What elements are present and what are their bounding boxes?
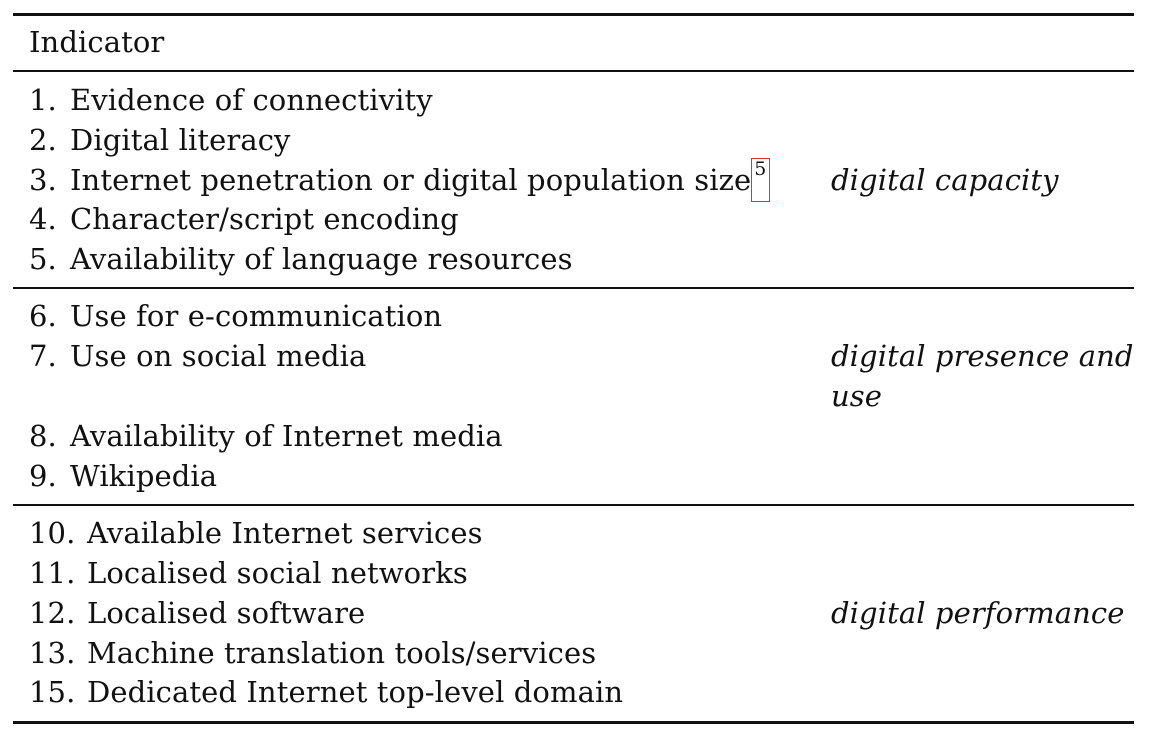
row-number: 10. bbox=[29, 516, 76, 550]
row-text: Availability of language resources bbox=[70, 242, 573, 276]
header-indicator: Indicator bbox=[29, 25, 165, 59]
group-rule bbox=[13, 287, 1134, 289]
category-label-continued: use bbox=[831, 379, 883, 413]
table-row: 13. Machine translation tools/services bbox=[29, 633, 596, 673]
table-row: 8. Availability of Internet media bbox=[29, 416, 503, 456]
row-number: 1. bbox=[29, 83, 57, 117]
row-text: Use on social media bbox=[70, 339, 367, 373]
row-number: 8. bbox=[29, 419, 57, 453]
row-number: 7. bbox=[29, 339, 57, 373]
row-text: Dedicated Internet top-level domain bbox=[87, 675, 624, 709]
row-text: Machine translation tools/services bbox=[87, 636, 597, 670]
row-text: Available Internet services bbox=[87, 516, 483, 550]
table-row: 12. Localised software bbox=[29, 593, 365, 633]
row-number: 3. bbox=[29, 163, 57, 197]
row-text: Evidence of connectivity bbox=[70, 83, 433, 117]
row-number: 11. bbox=[29, 556, 76, 590]
table-row: 6. Use for e-communication bbox=[29, 296, 442, 336]
table-row: 15. Dedicated Internet top-level domain bbox=[29, 672, 623, 712]
row-number: 13. bbox=[29, 636, 76, 670]
row-number: 5. bbox=[29, 242, 57, 276]
row-text: Wikipedia bbox=[70, 459, 218, 493]
group-rule bbox=[13, 504, 1134, 506]
table-row: 9. Wikipedia bbox=[29, 456, 217, 496]
row-text: Use for e-communication bbox=[70, 299, 443, 333]
row-text: Internet penetration or digital populati… bbox=[70, 163, 752, 197]
top-rule bbox=[13, 13, 1134, 16]
category-label: digital presence and bbox=[831, 339, 1134, 373]
row-number: 2. bbox=[29, 123, 57, 157]
table-row: 11. Localised social networks bbox=[29, 553, 468, 593]
table-row: 4. Character/script encoding bbox=[29, 199, 459, 239]
row-text: Localised social networks bbox=[87, 556, 468, 590]
row-text: Availability of Internet media bbox=[70, 419, 503, 453]
table-row: 7. Use on social media bbox=[29, 336, 366, 376]
table-row: 2. Digital literacy bbox=[29, 120, 291, 160]
row-number: 6. bbox=[29, 299, 57, 333]
table-row: 10. Available Internet services bbox=[29, 513, 483, 553]
row-text: Localised software bbox=[87, 596, 366, 630]
table-row: 5. Availability of language resources bbox=[29, 239, 573, 279]
bottom-rule bbox=[13, 721, 1134, 724]
row-number: 4. bbox=[29, 202, 57, 236]
row-number: 9. bbox=[29, 459, 57, 493]
row-text: Character/script encoding bbox=[70, 202, 459, 236]
row-number: 12. bbox=[29, 596, 76, 630]
category-label: digital capacity bbox=[831, 163, 1059, 197]
footnote-link[interactable]: 5 bbox=[751, 158, 771, 202]
header-rule bbox=[13, 70, 1134, 72]
table-row: 3. Internet penetration or digital popula… bbox=[29, 158, 771, 204]
category-label: digital performance bbox=[831, 596, 1125, 630]
table-row: 1. Evidence of connectivity bbox=[29, 80, 433, 120]
row-number: 15. bbox=[29, 675, 76, 709]
row-text: Digital literacy bbox=[70, 123, 291, 157]
